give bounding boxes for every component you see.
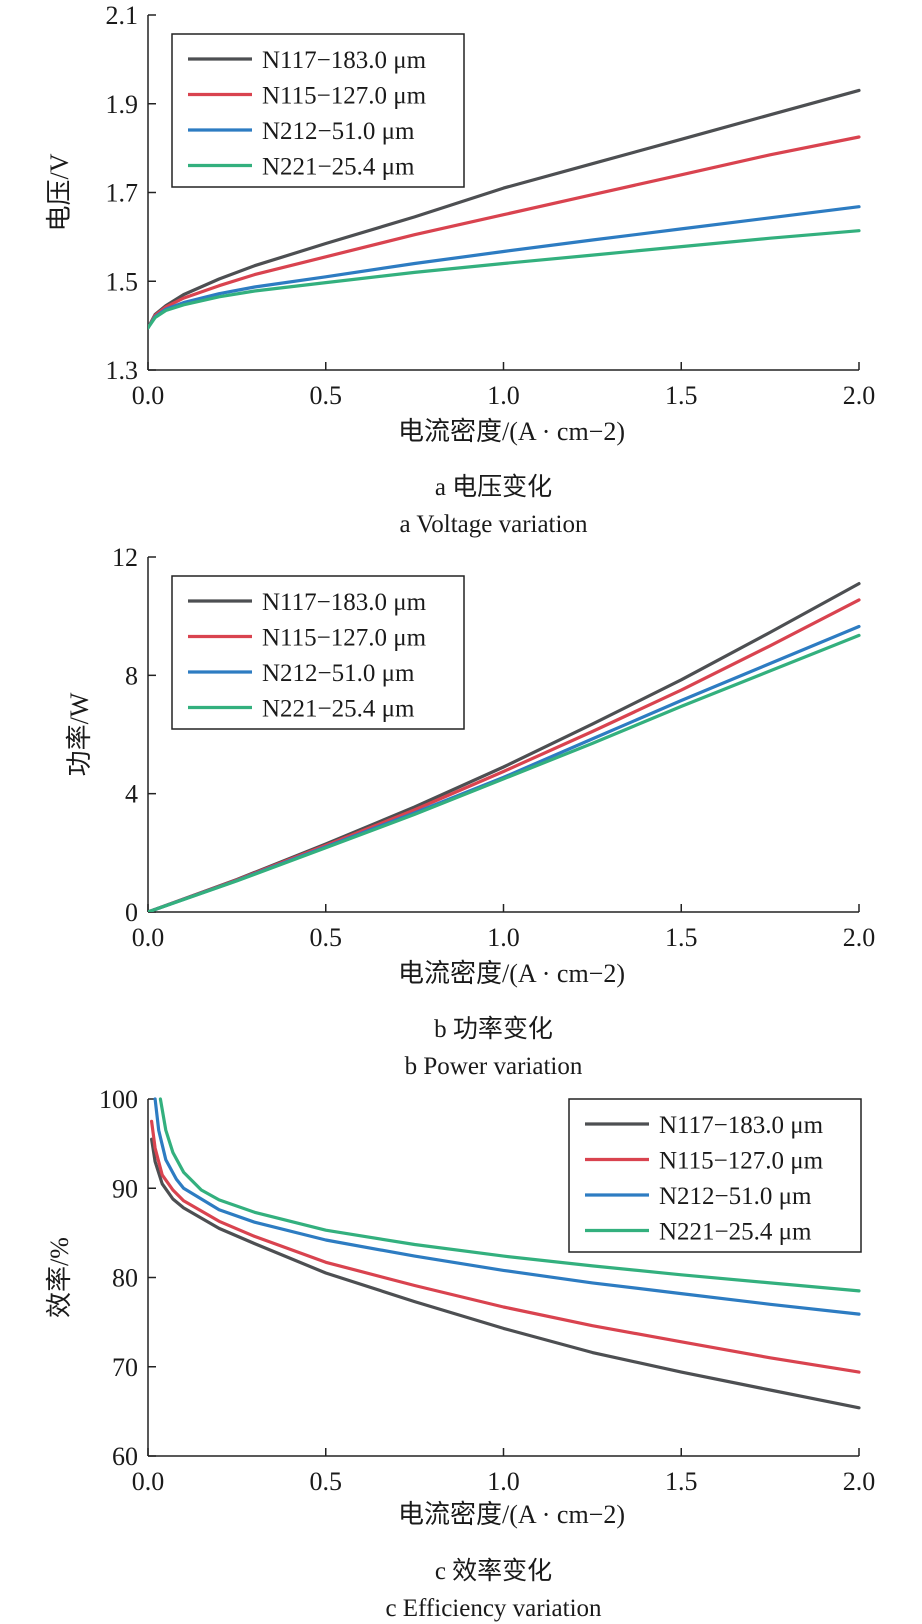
x-tick-label: 1.0 (487, 923, 520, 952)
y-tick-label: 8 (125, 661, 138, 690)
y-axis-label: 电压/V (45, 153, 74, 231)
series-line-2 (153, 1097, 861, 1316)
series-line-3 (148, 229, 861, 330)
legend-label: N115−127.0 μm (659, 1148, 824, 1175)
caption-cn: b 功率变化 (434, 1015, 553, 1043)
legend-label: N221−25.4 μm (262, 696, 415, 723)
x-tick-label: 1.5 (665, 923, 698, 952)
legend-label: N115−127.0 μm (262, 83, 427, 110)
legend-label: N221−25.4 μm (659, 1219, 812, 1246)
chart-panel-efficiency: 0.0 0.5 1.0 1.5 2.0 60 70 80 90 100 效率/% 电流密度/(A · … (45, 1085, 875, 1622)
y-tick-label: 1.7 (106, 179, 139, 208)
x-tick-label: 0.5 (310, 1467, 343, 1496)
legend-label: N212−51.0 μm (659, 1183, 812, 1210)
legend-label: N117−183.0 μm (659, 1112, 824, 1139)
legend: N117−183.0 μm N115−127.0 μm N212−51.0 μm N2… (171, 33, 465, 188)
caption-cn: a 电压变化 (435, 473, 552, 501)
x-tick-label: 1.5 (665, 1467, 698, 1496)
y-tick-label: 60 (112, 1442, 138, 1471)
chart-panel-power: 0.0 0.5 1.0 1.5 2.0 0 4 8 12 功率/W 电流密度/(A · cm−2) b… (65, 543, 875, 1080)
x-axis-label: 电流密度/(A · cm−2) (398, 1500, 625, 1529)
y-tick-label: 1.5 (106, 267, 139, 296)
y-tick-label: 1.3 (106, 356, 139, 385)
x-axis-label: 电流密度/(A · cm−2) (398, 959, 625, 988)
x-tick-label: 2.0 (843, 381, 876, 410)
y-tick-label: 100 (99, 1085, 138, 1114)
legend-label: N212−51.0 μm (262, 660, 415, 687)
legend-label: N117−183.0 μm (262, 47, 427, 74)
series-line-3 (158, 1097, 861, 1293)
series-line-3 (148, 633, 861, 912)
legend-label: N221−25.4 μm (262, 154, 415, 181)
legend: N117−183.0 μm N115−127.0 μm N212−51.0 μm N2… (171, 575, 465, 730)
x-tick-label: 0.5 (310, 923, 343, 952)
x-tick-label: 0.5 (310, 381, 343, 410)
x-tick-label: 2.0 (843, 923, 876, 952)
x-tick-label: 1.5 (665, 381, 698, 410)
y-tick-label: 70 (112, 1353, 138, 1382)
y-axis-label: 效率/% (45, 1237, 74, 1318)
legend-label: N212−51.0 μm (262, 118, 415, 145)
legend-label: N117−183.0 μm (262, 589, 427, 616)
y-tick-label: 80 (112, 1264, 138, 1293)
x-axis-label: 电流密度/(A · cm−2) (398, 417, 625, 446)
x-tick-label: 1.0 (487, 1467, 520, 1496)
x-tick-label: 2.0 (843, 1467, 876, 1496)
caption-en: b Power variation (405, 1053, 583, 1080)
y-axis-label: 功率/W (65, 692, 94, 776)
y-tick-label: 12 (112, 543, 138, 572)
caption-cn: c 效率变化 (435, 1557, 552, 1585)
caption-en: c Efficiency variation (385, 1595, 602, 1622)
y-tick-label: 90 (112, 1174, 138, 1203)
x-tick-label: 0.0 (132, 923, 165, 952)
caption-en: a Voltage variation (400, 511, 588, 538)
legend: N117−183.0 μm N115−127.0 μm N212−51.0 μm N2… (568, 1098, 862, 1253)
series-line-0 (150, 1137, 861, 1410)
y-tick-label: 4 (125, 780, 138, 809)
chart-panel-voltage: 0.0 0.5 1.0 1.5 2.0 1.3 1.5 1.7 1.9 2.1 电压/V 电流密度/(… (45, 1, 875, 538)
y-tick-label: 0 (125, 898, 138, 927)
legend-label: N115−127.0 μm (262, 625, 427, 652)
series-line-1 (150, 1119, 861, 1374)
x-tick-label: 0.0 (132, 381, 165, 410)
y-tick-label: 1.9 (106, 90, 139, 119)
x-tick-label: 1.0 (487, 381, 520, 410)
series-line-1 (148, 135, 861, 330)
y-tick-label: 2.1 (106, 1, 139, 30)
x-tick-label: 0.0 (132, 1467, 165, 1496)
